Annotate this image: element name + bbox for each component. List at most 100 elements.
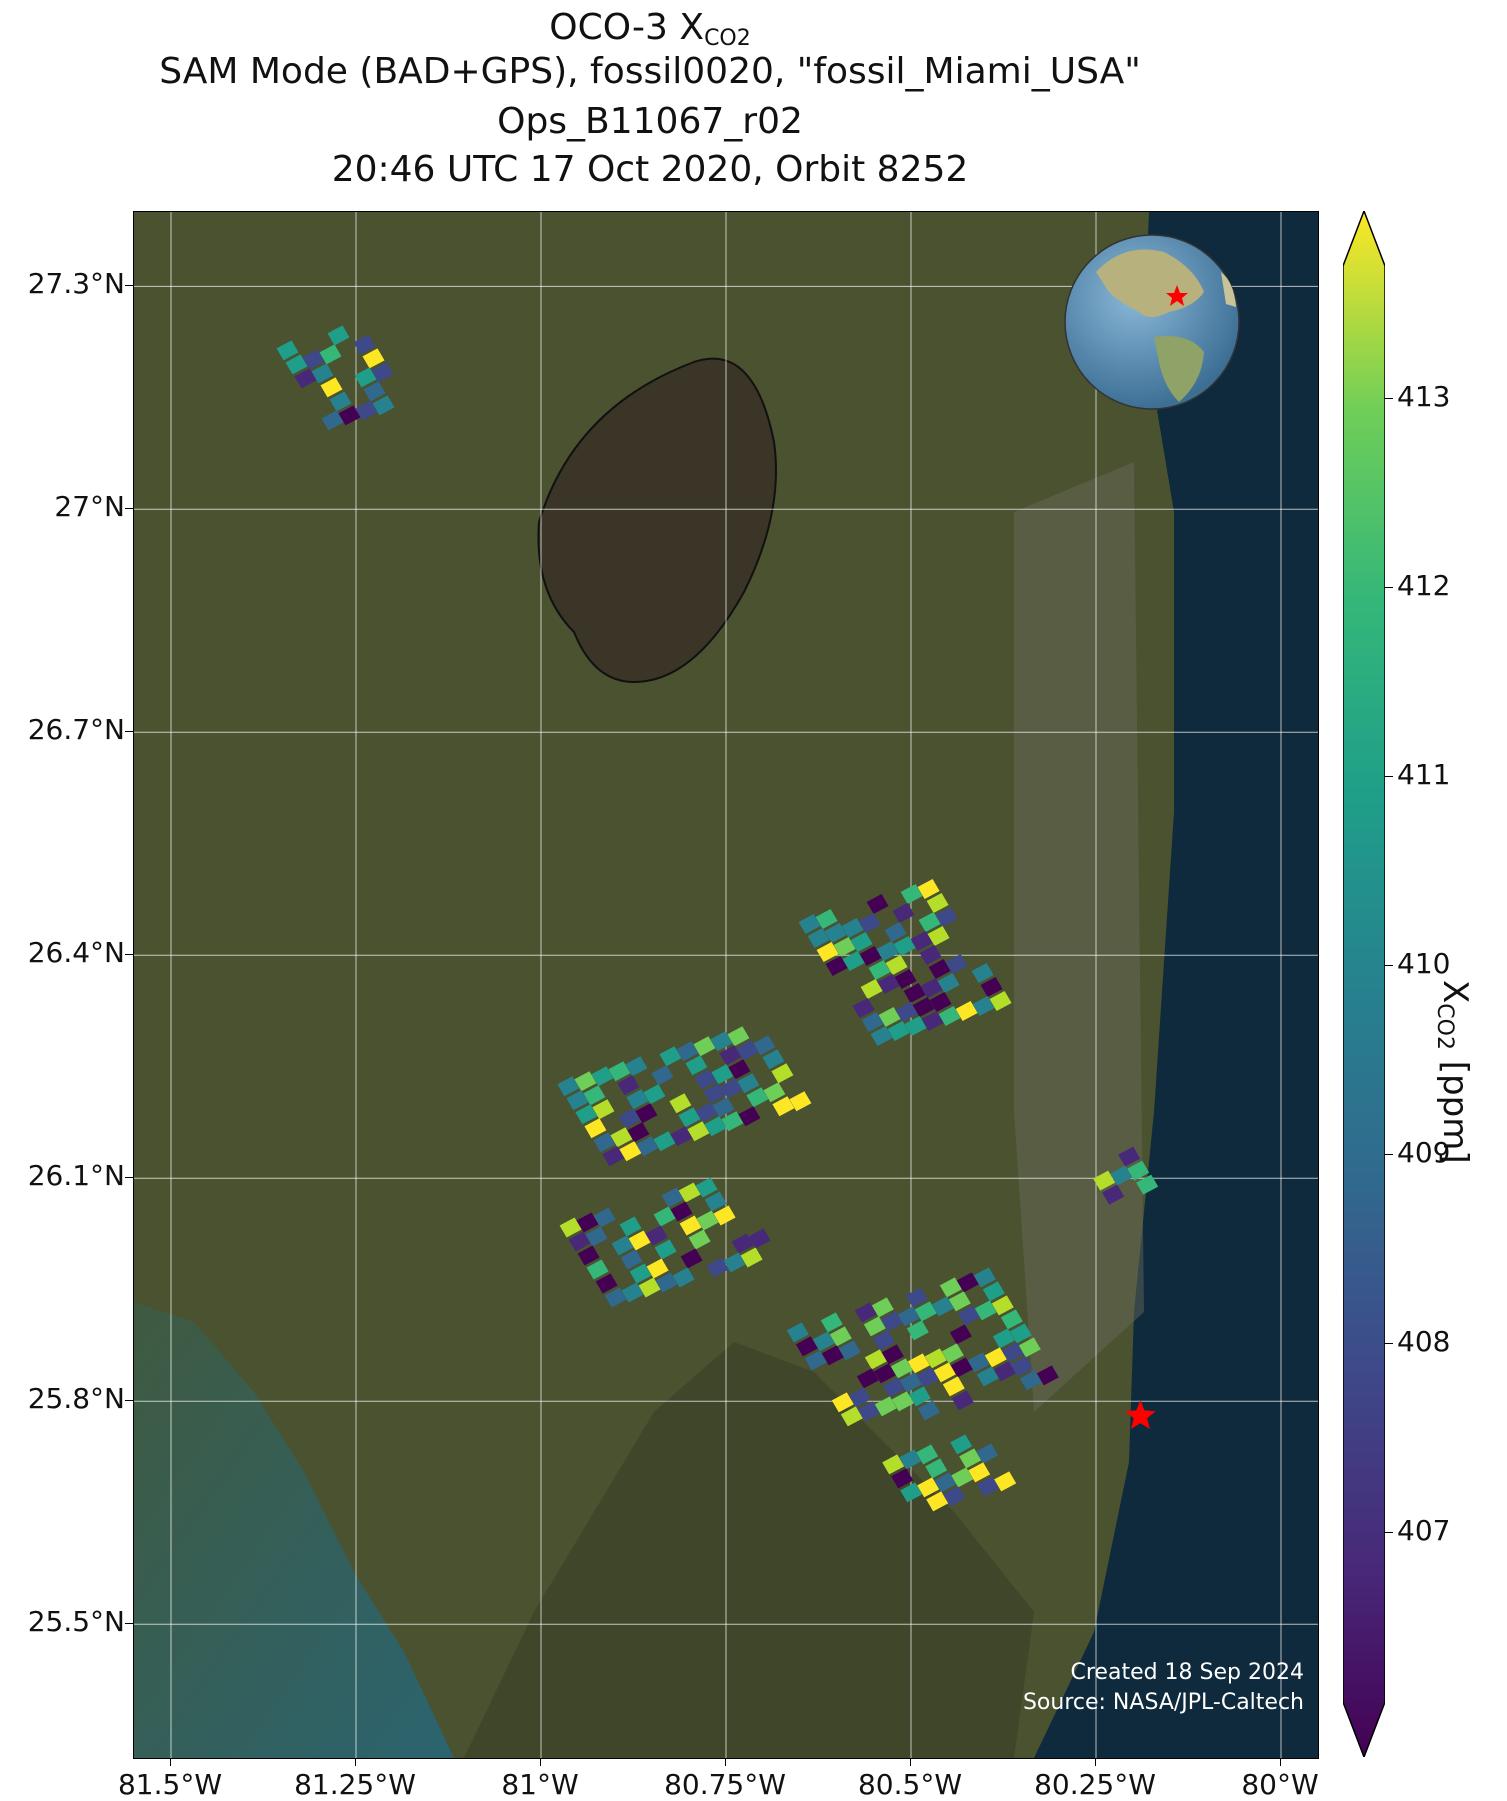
xco2-sounding-footprint — [870, 1026, 893, 1046]
xco2-sounding-footprint — [584, 1118, 607, 1139]
xco2-sounding-footprint — [892, 903, 915, 923]
xco2-sounding-footprint — [858, 913, 881, 933]
xco2-sounding-footprint — [804, 1350, 827, 1371]
xco2-sounding-footprint — [816, 942, 839, 962]
xco2-sounding-footprint — [620, 1249, 643, 1270]
xco2-sounding-footprint — [592, 1099, 615, 1120]
xco2-sounding-footprint — [897, 1306, 920, 1327]
latitude-tick-label: 26.4°N — [27, 936, 125, 970]
map-subtitle-mode: SAM Mode (BAD+GPS), fossil0020, "fossil_… — [159, 51, 1141, 92]
xco2-sounding-footprint — [678, 1182, 701, 1203]
colorbar-gradient — [1343, 211, 1385, 1757]
longitude-tick-mark — [1280, 1758, 1281, 1766]
xco2-sounding-footprint — [807, 928, 830, 948]
xco2-sounding-footprint — [363, 381, 386, 402]
xco2-sounding-footprint — [824, 923, 847, 943]
xco2-sounding-footprint — [703, 1083, 726, 1104]
xco2-sounding-footprint — [919, 945, 942, 965]
longitude-tick-mark — [725, 1758, 726, 1766]
xco2-sounding-footprint — [713, 1205, 736, 1226]
xco2-sounding-footprint — [625, 1056, 648, 1077]
xco2-sounding-footprint — [670, 1126, 693, 1147]
colorbar — [1343, 211, 1385, 1757]
xco2-sounding-footprint — [329, 391, 352, 412]
xco2-sounding-footprint — [276, 340, 299, 361]
xco2-sounding-footprint — [763, 1082, 786, 1103]
xco2-sounding-footprint — [320, 377, 343, 398]
xco2-sounding-footprint — [619, 1141, 642, 1162]
xco2-sounding-footprint — [905, 1287, 928, 1308]
xco2-sounding-footprint — [710, 1031, 733, 1052]
xco2-sounding-footprint — [568, 1231, 591, 1252]
xco2-sounding-footprint — [877, 974, 900, 994]
xco2-sounding-footprint — [933, 1362, 956, 1383]
xco2-sounding-footprint — [967, 1352, 990, 1373]
xco2-sounding-footprint — [762, 1049, 785, 1070]
xco2-sounding-footprint — [617, 1075, 640, 1096]
latitude-tick-label: 25.5°N — [27, 1605, 125, 1639]
xco2-sounding-footprint — [992, 1328, 1015, 1349]
xco2-sounding-footprint — [643, 1084, 666, 1105]
xco2-sounding-footprint — [680, 1248, 703, 1269]
xco2-sounding-footprint — [908, 1386, 931, 1407]
inset-globe — [1064, 234, 1240, 410]
xco2-sounding-footprint — [727, 1026, 750, 1047]
colorbar-label: XCO2 [ppm] — [1432, 980, 1475, 1164]
xco2-sounding-footprint — [338, 405, 361, 426]
satellite-map[interactable]: Created 18 Sep 2024 Source: NASA/JPL-Cal… — [133, 211, 1319, 1759]
xco2-sounding-footprint — [980, 977, 1003, 997]
xco2-sounding-footprint — [575, 1104, 598, 1125]
xco2-sounding-footprint — [907, 1353, 930, 1374]
latitude-tick-mark — [125, 1623, 133, 1625]
xco2-sounding-footprint — [559, 1217, 582, 1238]
xco2-sounding-footprint — [976, 1366, 999, 1387]
xco2-sounding-footprint — [928, 959, 951, 979]
africa-edge-shape — [1221, 272, 1236, 307]
xco2-sounding-footprint — [636, 1136, 659, 1157]
xco2-sounding-footprint — [721, 1111, 744, 1132]
xco2-sounding-footprint — [354, 367, 377, 388]
xco2-sounding-footprint — [786, 1322, 809, 1343]
xco2-sounding-footprint — [577, 1245, 600, 1266]
xco2-sounding-footprint — [943, 1486, 966, 1507]
xco2-sounding-footprint — [670, 1201, 693, 1222]
xco2-sounding-footprint — [991, 1295, 1014, 1316]
colorbar-tick-label: 409 — [1397, 1136, 1451, 1170]
xco2-sounding-footprint — [695, 1102, 718, 1123]
xco2-sounding-footprint — [926, 1491, 949, 1512]
xco2-sounding-footprint — [712, 1097, 735, 1118]
xco2-sounding-footprint — [1127, 1160, 1150, 1181]
xco2-sounding-footprint — [574, 1071, 597, 1092]
atlantic-ocean — [1034, 212, 1318, 1758]
xco2-sounding-footprint — [842, 951, 865, 971]
xco2-sounding-footprint — [881, 1344, 904, 1365]
xco2-sounding-footprint — [795, 1336, 818, 1357]
xco2-sounding-footprint — [959, 1448, 982, 1469]
colorbar-tick-mark — [1385, 1531, 1393, 1533]
colorbar-tick-label: 412 — [1397, 569, 1451, 603]
xco2-sounding-footprint — [848, 1387, 871, 1408]
longitude-tick-mark — [910, 1758, 911, 1766]
latitude-tick-mark — [125, 1400, 133, 1402]
xco2-sounding-footprint — [982, 1281, 1005, 1302]
latitude-tick-label: 26.1°N — [27, 1159, 125, 1193]
xco2-sounding-footprint — [688, 1229, 711, 1250]
xco2-sounding-footprint — [938, 1006, 961, 1026]
xco2-sounding-footprint — [619, 1216, 642, 1237]
xco2-sounding-footprint — [687, 1121, 710, 1142]
xco2-sounding-footprint — [611, 1235, 634, 1256]
xco2-sounding-footprint — [951, 1467, 974, 1488]
xco2-sounding-footprint — [602, 1146, 625, 1167]
xco2-sounding-footprint — [311, 363, 334, 384]
xco2-sounding-footprint — [1110, 1165, 1133, 1186]
xco2-sounding-footprint — [950, 1357, 973, 1378]
everglades — [464, 1342, 1034, 1758]
xco2-sounding-footprint — [825, 956, 848, 976]
xco2-sounding-footprint — [711, 1064, 734, 1085]
map-title: OCO-3 XCO2 — [0, 6, 1300, 61]
xco2-sounding-footprint — [748, 1228, 771, 1249]
xco2-sounding-footprint — [955, 1001, 978, 1021]
xco2-sounding-footprint — [771, 1063, 794, 1084]
xco2-sounding-footprint — [654, 1239, 677, 1260]
longitude-tick-mark — [355, 1758, 356, 1766]
